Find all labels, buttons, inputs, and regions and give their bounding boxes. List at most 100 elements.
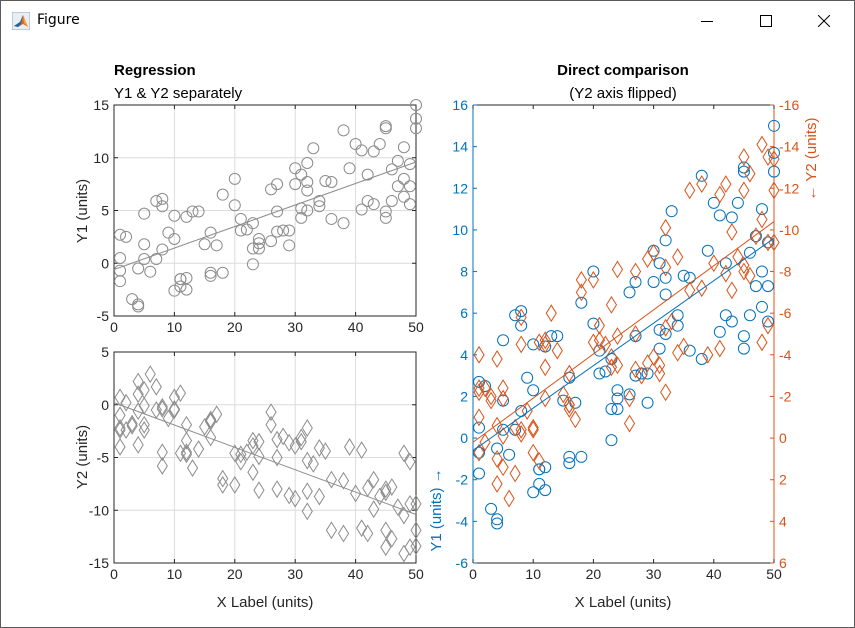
data-point [337,124,350,137]
y1-data-point [725,315,738,328]
data-point [319,442,331,461]
data-point [410,537,422,556]
minimize-button[interactable] [684,1,730,41]
data-point [277,224,290,237]
data-point [180,272,193,285]
y-tick-label: -5 [97,450,110,466]
y1-data-point [677,269,690,282]
y-right-tick-label: 6 [779,555,787,571]
maximize-button[interactable] [743,1,789,41]
y2-data-point [593,331,606,350]
y2-data-point [557,385,569,404]
y1-data-point [707,196,720,209]
fit-line [113,402,417,515]
y-left-tick-label: 14 [452,139,468,155]
y1-data-point [659,328,672,340]
y2-data-point [672,343,684,362]
y1-data-point [665,205,678,218]
y2-data-point [762,316,774,335]
y-tick-label: -15 [89,555,109,571]
data-point [228,199,241,212]
y-right-tick-label: -6 [779,305,792,321]
axes-regression-y1[interactable]: Regression Y1 & Y2 separately Y1 (units)… [74,62,424,335]
data-point [404,538,416,557]
data-point [301,184,314,197]
y2-data-point [605,358,618,377]
data-point [271,448,283,467]
data-point [156,192,169,205]
data-point [367,145,380,158]
y1-data-point [653,257,666,270]
data-point [295,432,307,451]
data-point [313,487,325,506]
y2-data-point [726,281,738,300]
y2-data-point [527,420,539,439]
y-axis-label: Y1 (units) [74,179,91,243]
data-point [325,470,338,489]
data-point [386,478,398,496]
window-title: Figure [37,12,80,28]
y2-data-point [708,254,720,273]
data-point [210,239,223,252]
data-point [403,180,416,193]
y-tick-label: 10 [93,150,109,166]
y2-data-point [702,345,714,364]
y1-data-point [659,271,672,284]
data-point [343,162,356,175]
x-tick-label: 30 [287,566,303,582]
data-point [217,469,229,488]
title-bar: Figure [1,1,854,41]
y1-data-point [731,196,744,209]
data-point [379,205,392,218]
data-point [132,300,145,313]
data-point [114,251,127,264]
x-tick-label: 50 [408,319,424,335]
data-point [114,438,126,456]
y-right-tick-label: -4 [779,347,792,363]
data-point [216,266,229,279]
y2-data-point [485,391,497,410]
y1-data-point [755,203,768,216]
y1-data-point [521,371,534,384]
y-tick-label: 5 [101,344,109,360]
y-left-tick-label: 0 [460,430,468,446]
y2-data-point [575,270,587,289]
y1-data-point [563,450,576,463]
y2-data-point [539,331,551,350]
data-point [271,430,283,449]
y2-data-point [768,150,780,169]
data-point [403,198,416,211]
y1-data-point [497,423,510,436]
data-point [162,226,175,239]
data-point [174,384,187,403]
y2-data-point [539,389,551,408]
data-point [289,178,302,191]
data-point [234,224,247,237]
y2-data-point [599,335,612,354]
y1-data-point [491,517,504,530]
axes-direct-comparison[interactable]: Direct comparison (Y2 axis flipped) Y1 (… [428,62,820,611]
axes-regression-y2[interactable]: Y2 (units) X Label (units) 0 10 20 30 40 50-1… [74,344,424,611]
data-point [361,168,374,181]
y2-data-point [491,350,503,368]
data-point [199,417,211,436]
y1-data-point [749,280,762,293]
data-point [168,284,181,297]
y1-data-point [743,309,756,322]
y2-data-point [726,223,738,241]
y2-data-point [515,308,527,327]
y1-data-point [557,394,570,407]
y2-data-point [611,260,624,279]
y2-data-point [629,262,642,281]
y2-data-point [629,360,642,379]
y1-data-points [473,119,780,530]
data-point [380,538,392,557]
data-point [204,266,217,279]
data-point [410,112,422,125]
y2-data-point [720,264,732,283]
data-point [247,463,259,482]
y1-data-point [737,330,750,343]
y1-data-point [569,396,582,409]
close-button[interactable] [801,1,847,41]
data-point [319,174,332,187]
